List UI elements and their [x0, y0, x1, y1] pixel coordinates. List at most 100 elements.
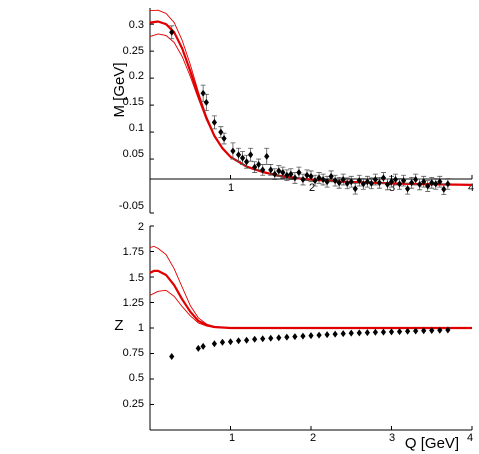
data-point	[384, 180, 391, 188]
data-point	[372, 176, 378, 184]
data-point	[203, 98, 209, 106]
data-point	[400, 177, 407, 185]
data-point	[272, 170, 278, 178]
data-point	[348, 178, 354, 186]
data-point	[425, 182, 431, 190]
data-point	[218, 128, 224, 136]
x-tick-label: 2	[309, 182, 315, 194]
data-point	[324, 331, 330, 339]
x-tick-label: 2	[310, 432, 316, 444]
y-tick-label: 0.25	[123, 398, 144, 410]
data-point	[388, 178, 395, 186]
central-curve	[149, 269, 472, 330]
data-point	[312, 177, 318, 185]
data-point	[332, 330, 338, 338]
data-point	[413, 327, 419, 335]
z-points	[169, 326, 451, 361]
data-point	[376, 179, 383, 187]
data-point	[421, 327, 427, 335]
data-point	[405, 327, 411, 335]
data-point	[260, 335, 266, 343]
band-curve	[149, 33, 473, 186]
y-tick-label: 0.05	[123, 148, 144, 160]
data-point	[360, 180, 366, 188]
data-point	[244, 158, 250, 166]
data-point	[409, 179, 415, 187]
y-axis-label-z: Z	[114, 317, 123, 334]
mass-curves	[149, 9, 473, 186]
y-tick-label: 0.25	[123, 45, 144, 57]
data-point	[244, 336, 250, 344]
data-point	[280, 169, 286, 177]
x-tick-label: 3	[389, 432, 395, 444]
data-point	[211, 118, 217, 126]
panel-mass: 0.3 0.25 0.2 0.15 0.1 0.05 -0.05 1 2 3 4…	[111, 8, 474, 213]
data-point	[332, 177, 338, 185]
data-point	[417, 180, 423, 188]
x-tick-label: 4	[467, 432, 473, 444]
band-curve	[149, 245, 472, 329]
data-point	[356, 177, 362, 185]
x-tick-label: 4	[468, 182, 474, 194]
data-point	[268, 334, 274, 342]
y-tick-label: 0.2	[129, 70, 144, 82]
data-point	[211, 340, 217, 348]
data-point	[264, 152, 270, 160]
mass-points	[169, 25, 451, 196]
data-point	[437, 178, 443, 186]
data-point	[276, 167, 282, 175]
data-point	[276, 334, 282, 342]
y-tick-label: 1.5	[129, 272, 144, 284]
data-point	[368, 179, 374, 187]
data-point	[235, 337, 242, 345]
band-curve	[149, 289, 472, 329]
data-point	[380, 328, 387, 336]
data-point	[288, 170, 294, 178]
y-tick-label: 2	[138, 221, 144, 233]
data-point	[235, 151, 242, 159]
data-point	[292, 333, 298, 341]
data-point	[405, 185, 411, 193]
x-tick-label: 3	[389, 182, 395, 194]
data-point	[296, 169, 302, 177]
x-tick-label: 1	[228, 182, 234, 194]
data-point	[260, 166, 266, 174]
data-point	[256, 160, 262, 168]
y-tick-label: 0.15	[123, 96, 144, 108]
data-point	[252, 335, 258, 343]
data-point	[340, 330, 346, 338]
y-tick-label: -0.05	[119, 200, 144, 212]
y-tick-label: 0.1	[129, 122, 144, 134]
y-tick-label: 0.75	[123, 347, 144, 359]
y-tick-label: 1	[138, 322, 144, 334]
data-point	[169, 28, 175, 36]
data-point	[219, 338, 226, 346]
data-point	[421, 178, 427, 186]
data-point	[344, 179, 350, 187]
data-point	[445, 326, 451, 334]
data-point	[308, 332, 314, 340]
central-curve	[149, 20, 473, 186]
data-point	[248, 151, 254, 159]
data-point	[292, 174, 298, 182]
x-tick-label: 1	[229, 432, 235, 444]
data-point	[268, 166, 274, 174]
data-point	[441, 185, 447, 193]
data-point	[348, 329, 354, 337]
x-tick-labels-mass: 1 2 3 4	[228, 182, 474, 194]
data-point	[396, 328, 403, 336]
x-axis-label-z: Q [GeV]	[405, 435, 459, 452]
data-point	[304, 171, 310, 179]
y-axis-label-mass: M [GeV]	[111, 62, 128, 117]
data-point	[372, 328, 378, 336]
data-point	[352, 185, 358, 193]
y-tick-label: 0.3	[129, 19, 144, 31]
z-curves	[149, 245, 472, 330]
y-tick-label: 1.75	[123, 246, 144, 258]
data-point	[356, 329, 362, 337]
x-tick-labels-z: 1 2 3 4	[229, 432, 473, 444]
data-point	[392, 176, 399, 184]
data-point	[429, 327, 435, 335]
data-point	[364, 178, 370, 186]
